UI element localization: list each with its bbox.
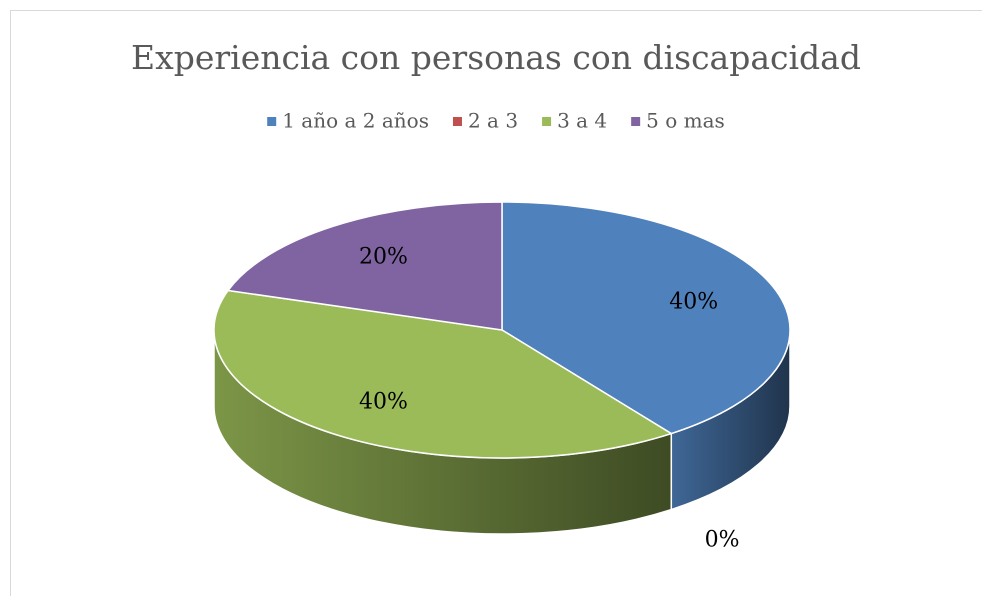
legend-swatch	[542, 117, 552, 126]
pie-slice	[501, 201, 791, 435]
legend-swatch	[631, 117, 641, 126]
legend-label: 2 a 3	[468, 109, 518, 133]
data-label: 20%	[359, 245, 408, 270]
pie-slice	[226, 201, 503, 331]
legend-label: 3 a 4	[557, 109, 607, 133]
data-label: 40%	[669, 289, 718, 314]
data-label: 0%	[705, 528, 740, 553]
legend: 1 año a 2 años 2 a 3 3 a 4 5 o mas	[267, 109, 725, 133]
data-label: 40%	[359, 389, 408, 414]
legend-label: 1 año a 2 años	[282, 109, 429, 133]
legend-label: 5 o mas	[646, 109, 725, 133]
chart-title: Experiencia con personas con discapacida…	[131, 38, 861, 77]
legend-swatch	[452, 117, 462, 126]
legend-swatch	[267, 117, 277, 126]
pie-slice	[213, 289, 674, 459]
